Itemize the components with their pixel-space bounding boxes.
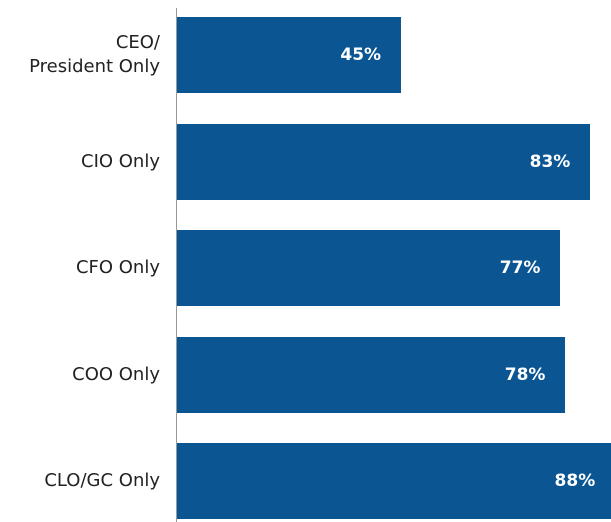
value-label: 45% bbox=[340, 45, 382, 65]
bar bbox=[177, 230, 561, 306]
value-label: 78% bbox=[504, 364, 546, 385]
y-tick-label: COO Only bbox=[72, 363, 160, 385]
y-tick-label: CIO Only bbox=[81, 150, 160, 172]
value-label: 77% bbox=[499, 258, 541, 278]
y-tick-label: CEO/ President Only bbox=[29, 32, 160, 77]
bar bbox=[177, 17, 402, 93]
value-label: 88% bbox=[554, 471, 596, 491]
y-tick-label: CLO/GC Only bbox=[44, 470, 160, 491]
bar bbox=[177, 123, 591, 200]
y-axis-line bbox=[176, 8, 177, 522]
value-label: 83% bbox=[529, 151, 571, 172]
bar bbox=[177, 336, 566, 413]
y-tick-label: CFO Only bbox=[75, 257, 160, 278]
bar bbox=[177, 443, 611, 519]
